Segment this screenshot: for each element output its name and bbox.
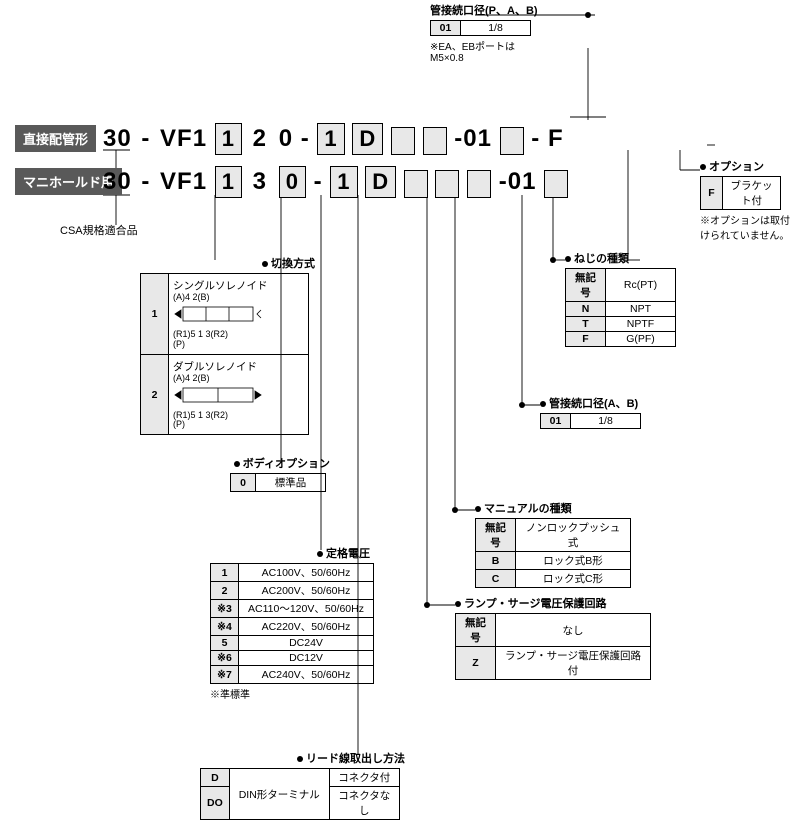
value-cell: AC110～120V、50/60Hz (239, 600, 374, 618)
value-cell: AC240V、50/60Hz (239, 666, 374, 684)
port-pab-val: 1/8 (461, 21, 531, 36)
code-cell: ※7 (211, 666, 239, 684)
value-cell: ランプ・サージ電圧保護回路付 (496, 647, 651, 680)
value-cell: NPTF (606, 317, 676, 332)
manual-block: マニュアルの種類 無記号ノンロックプッシュ式Bロック式B形Cロック式C形 (475, 500, 631, 588)
schematic-single-icon (173, 303, 263, 327)
port-ab-block: 管接続口径(A、B) 01 1/8 (540, 395, 641, 429)
switching-block: 切換方式 1 シングルソレノイド (A)4 2(B) (R1)5 1 3(R2)… (140, 255, 315, 435)
value-cell: ロック式C形 (516, 570, 631, 588)
csa-label: CSA規格適合品 (60, 222, 138, 238)
value-cell: AC200V、50/60Hz (239, 582, 374, 600)
bodyopt-block: ボディオプション 0 標準品 (230, 455, 330, 492)
code-cell: N (566, 302, 606, 317)
code-cell: ※6 (211, 651, 239, 666)
code-cell: 2 (211, 582, 239, 600)
value-cell: ロック式B形 (516, 552, 631, 570)
lead-block: リード線取出し方法 D DIN形ターミナル コネクタ付 DO コネクタなし (200, 750, 405, 820)
value-cell: DC24V (239, 636, 374, 651)
port-pab-code: 01 (431, 21, 461, 36)
surge-block: ランプ・サージ電圧保護回路 無記号なしZランプ・サージ電圧保護回路付 (455, 595, 651, 680)
thread-block: ねじの種類 無記号Rc(PT)NNPTTNPTFFG(PF) (565, 250, 676, 347)
code-cell: 無記号 (456, 614, 496, 647)
port-pab-note: ※EA、EBポートは M5×0.8 (430, 38, 538, 64)
value-cell: AC100V、50/60Hz (239, 564, 374, 582)
value-cell: Rc(PT) (606, 269, 676, 302)
code-cell: F (566, 332, 606, 347)
row2-partnum: 30 - VF1 1 3 0 - 1 D -01 (103, 166, 568, 198)
row1-badge: 直接配管形 (15, 125, 96, 152)
value-cell: G(PF) (606, 332, 676, 347)
voltage-block: 定格電圧 1AC100V、50/60Hz2AC200V、50/60Hz※3AC1… (210, 545, 374, 701)
row1-partnum: 30 - VF1 1 2 0 - 1 D -01 - F (103, 123, 564, 155)
code-cell: ※3 (211, 600, 239, 618)
code-cell: 1 (211, 564, 239, 582)
code-cell: B (476, 552, 516, 570)
option-block: オプション F ブラケット付 ※オプションは取付けられていません。 (700, 158, 795, 242)
value-cell: DC12V (239, 651, 374, 666)
port-pab-block: 管接続口径(P、A、B) 01 1/8 ※EA、EBポートは M5×0.8 (430, 2, 538, 64)
value-cell: AC220V、50/60Hz (239, 618, 374, 636)
code-cell: 無記号 (566, 269, 606, 302)
port-pab-title: 管接続口径(P、A、B) (430, 2, 538, 18)
code-cell: T (566, 317, 606, 332)
code-cell: Z (456, 647, 496, 680)
code-cell: 無記号 (476, 519, 516, 552)
value-cell: NPT (606, 302, 676, 317)
value-cell: ノンロックプッシュ式 (516, 519, 631, 552)
code-cell: ※4 (211, 618, 239, 636)
code-cell: C (476, 570, 516, 588)
schematic-double-icon (173, 384, 263, 408)
code-cell: 5 (211, 636, 239, 651)
value-cell: なし (496, 614, 651, 647)
